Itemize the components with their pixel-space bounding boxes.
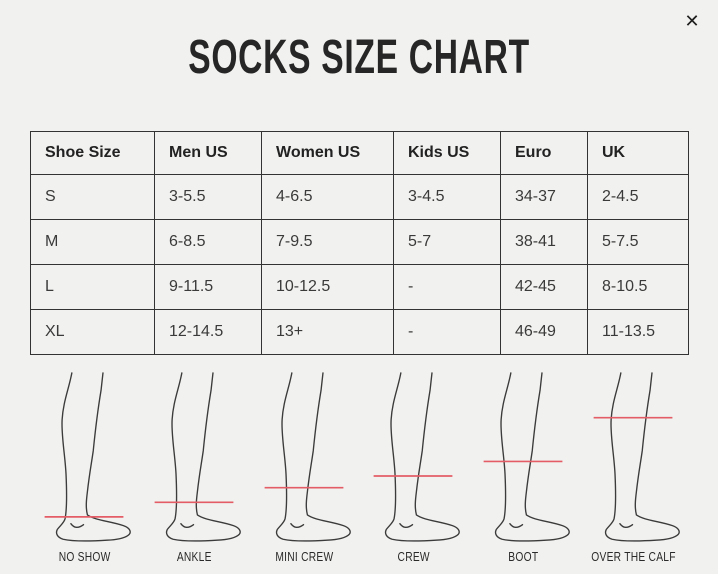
sock-style-ankle: ANKLE — [140, 370, 250, 564]
table-cell: 5-7 — [393, 219, 501, 265]
table-cell: 7-9.5 — [261, 219, 394, 265]
leg-outline — [275, 372, 351, 542]
header-cell-women-us: Women US — [261, 131, 394, 175]
sock-style-label: NO SHOW — [58, 550, 111, 564]
sock-style-boot: BOOT — [469, 370, 579, 564]
table-cell: 12-14.5 — [154, 309, 262, 355]
table-row-s: S 3-5.5 4-6.5 3-4.5 34-37 2-4.5 — [30, 174, 689, 220]
leg-illustration — [373, 372, 461, 542]
table-cell: 2-4.5 — [587, 174, 689, 220]
sock-style-crew: CREW — [359, 370, 469, 564]
table-cell: 3-5.5 — [154, 174, 262, 220]
table-cell: 10-12.5 — [261, 264, 394, 310]
table-cell: S — [30, 174, 155, 220]
leg-outline — [385, 372, 461, 542]
table-row-m: M 6-8.5 7-9.5 5-7 38-41 5-7.5 — [30, 219, 689, 265]
table-cell: L — [30, 264, 155, 310]
table-row-xl: XL 12-14.5 13+ - 46-49 11-13.5 — [30, 309, 689, 355]
size-table: Shoe Size Men US Women US Kids US Euro U… — [30, 131, 689, 355]
close-icon: ✕ — [684, 11, 700, 32]
sock-style-no-show: NO SHOW — [30, 370, 140, 564]
table-cell: 6-8.5 — [154, 219, 262, 265]
sock-styles-row: NO SHOW ANKLE MINI CREW CR — [30, 370, 688, 564]
ankle-mark — [180, 522, 195, 529]
sock-style-mini-crew: MINI CREW — [249, 370, 359, 564]
title-container: SOCKS SIZE CHART — [0, 30, 718, 85]
sock-style-label: ANKLE — [177, 550, 212, 564]
table-header-row: Shoe Size Men US Women US Kids US Euro U… — [30, 131, 689, 175]
table-row-l: L 9-11.5 10-12.5 - 42-45 8-10.5 — [30, 264, 689, 310]
table-cell: 34-37 — [500, 174, 588, 220]
table-cell: 3-4.5 — [393, 174, 501, 220]
table-cell: 8-10.5 — [587, 264, 689, 310]
page-title: SOCKS SIZE CHART — [188, 31, 530, 84]
table-cell: 46-49 — [500, 309, 588, 355]
leg-illustration — [264, 372, 351, 542]
table-cell: 9-11.5 — [154, 264, 262, 310]
ankle-mark — [289, 522, 304, 529]
leg-illustration — [44, 372, 132, 542]
table-cell: 42-45 — [500, 264, 588, 310]
table-cell: XL — [30, 309, 155, 355]
leg-illustration — [483, 372, 570, 542]
sock-style-label: CREW — [397, 550, 431, 564]
leg-outline — [56, 372, 132, 542]
table-cell: M — [30, 219, 155, 265]
header-cell-kids-us: Kids US — [393, 131, 501, 175]
ankle-mark — [509, 522, 524, 529]
leg-outline — [604, 372, 680, 542]
table-cell: 11-13.5 — [587, 309, 689, 355]
table-cell: - — [393, 264, 501, 310]
ankle-mark — [618, 522, 633, 529]
table-cell: - — [393, 309, 501, 355]
leg-illustration — [154, 372, 241, 542]
table-cell: 5-7.5 — [587, 219, 689, 265]
leg-outline — [165, 372, 241, 542]
header-cell-shoe-size: Shoe Size — [30, 131, 155, 175]
sock-style-over-the-calf: OVER THE CALF — [578, 370, 688, 564]
header-cell-men-us: Men US — [154, 131, 262, 175]
table-cell: 13+ — [261, 309, 394, 355]
header-cell-euro: Euro — [500, 131, 588, 175]
leg-outline — [494, 372, 570, 542]
table-cell: 4-6.5 — [261, 174, 394, 220]
table-cell: 38-41 — [500, 219, 588, 265]
leg-illustration — [593, 372, 680, 542]
sock-style-label: BOOT — [508, 550, 539, 564]
close-button[interactable]: ✕ — [678, 8, 706, 36]
ankle-mark — [399, 522, 414, 529]
sock-style-label: MINI CREW — [275, 550, 334, 564]
header-cell-uk: UK — [587, 131, 689, 175]
sock-style-label: OVER THE CALF — [590, 550, 676, 564]
ankle-mark — [70, 522, 85, 529]
